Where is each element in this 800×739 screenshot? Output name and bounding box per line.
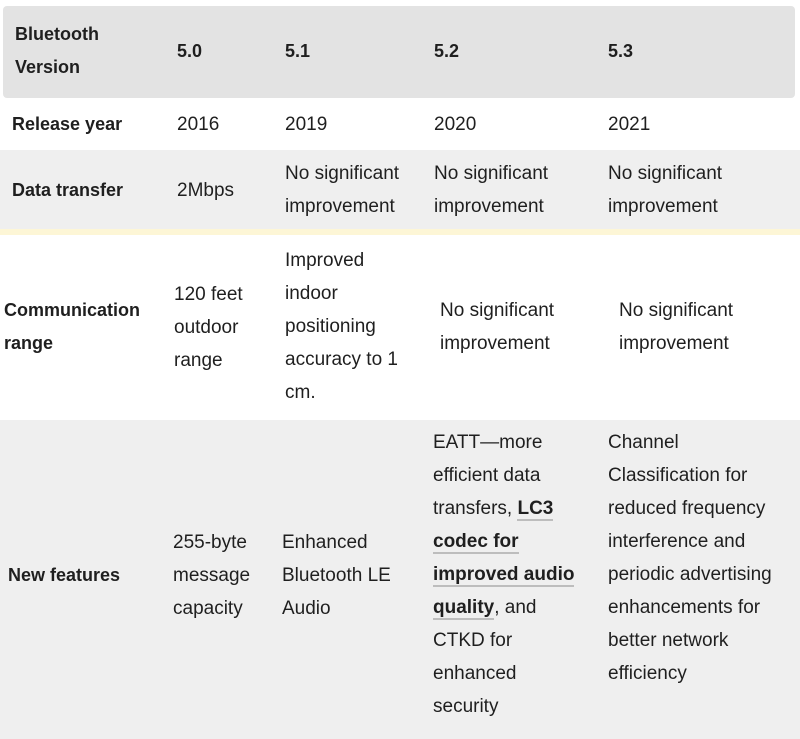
cell-text: Channel Classification for reduced frequ… [608,432,772,684]
cell-range-v50: 120 feet outdoor range [174,232,269,422]
row-label-data-transfer: Data transfer [12,150,162,230]
row-label-release-year: Release year [12,98,162,150]
cell-text: No significant improvement [285,163,400,217]
table-row-new-features: New features 255-byte message capacity E… [0,420,800,739]
cell-text: 2019 [285,113,328,135]
cell-data-v52: No significant improvement [434,157,569,223]
cell-text: Enhanced Bluetooth LE Audio [282,531,391,619]
row-label-text: Release year [12,113,123,134]
table-row-release-year: Release year 2016 2019 2020 2021 [0,98,800,150]
cell-features-v53: Channel Classification for reduced frequ… [608,426,783,726]
header-label: Bluetooth Version [15,24,99,77]
cell-text: No significant improvement [434,163,549,217]
cell-text: 2020 [434,113,477,135]
row-label-new-features: New features [8,420,168,730]
header-v50-text: 5.0 [177,40,203,61]
row-label-communication-range: Communication range [4,232,164,422]
cell-rich-text: EATT—more efficient data transfers, LC3 … [433,426,583,723]
cell-text: Improved indoor positioning accuracy to … [285,250,398,403]
cell-text: 2016 [177,113,220,135]
header-v53-text: 5.3 [608,40,634,61]
cell-range-v51: Improved indoor positioning accuracy to … [285,244,420,409]
row-label-text: Communication range [4,300,141,353]
cell-text: 255-byte message capacity [173,531,251,619]
row-label-text: New features [8,564,121,585]
cell-data-v51: No significant improvement [285,157,420,223]
header-v50: 5.0 [177,18,267,84]
cell-features-v52: EATT—more efficient data transfers, LC3 … [433,426,583,726]
cell-range-v53: No significant improvement [619,232,759,422]
table-row-data-transfer: Data transfer 2Mbps No significant impro… [0,150,800,232]
cell-data-v50: 2Mbps [177,150,272,230]
row-divider [0,229,800,235]
cell-text: 120 feet outdoor range [174,283,243,371]
table-row-communication-range: Communication range 120 feet outdoor ran… [0,232,800,420]
header-v52-text: 5.2 [434,40,460,61]
cell-release-v50: 2016 [177,98,272,150]
header-v53: 5.3 [608,18,698,84]
cell-text: 2Mbps [177,179,235,201]
cell-features-v51: Enhanced Bluetooth LE Audio [282,420,407,730]
cell-features-v50: 255-byte message capacity [173,420,268,730]
cell-text: 2021 [608,113,651,135]
cell-release-v52: 2020 [434,98,584,150]
cell-release-v53: 2021 [608,98,758,150]
cell-text: No significant improvement [608,163,723,217]
cell-text: , and CTKD for enhanced security [433,597,537,717]
header-v51-text: 5.1 [285,40,311,61]
table-header-row: Bluetooth Version 5.0 5.1 5.2 5.3 [3,6,795,98]
cell-range-v52: No significant improvement [440,232,580,422]
cell-release-v51: 2019 [285,98,415,150]
header-v51: 5.1 [285,18,375,84]
header-v52: 5.2 [434,18,524,84]
cell-text: No significant improvement [440,300,555,354]
lc3-codec-link[interactable]: LC3 codec for improved audio quality [433,498,575,620]
row-label-text: Data transfer [12,179,124,200]
cell-text: EATT—more efficient data transfers, [433,432,543,519]
cell-data-v53: No significant improvement [608,157,743,223]
cell-text: No significant improvement [619,300,734,354]
header-label-cell: Bluetooth Version [15,18,155,84]
